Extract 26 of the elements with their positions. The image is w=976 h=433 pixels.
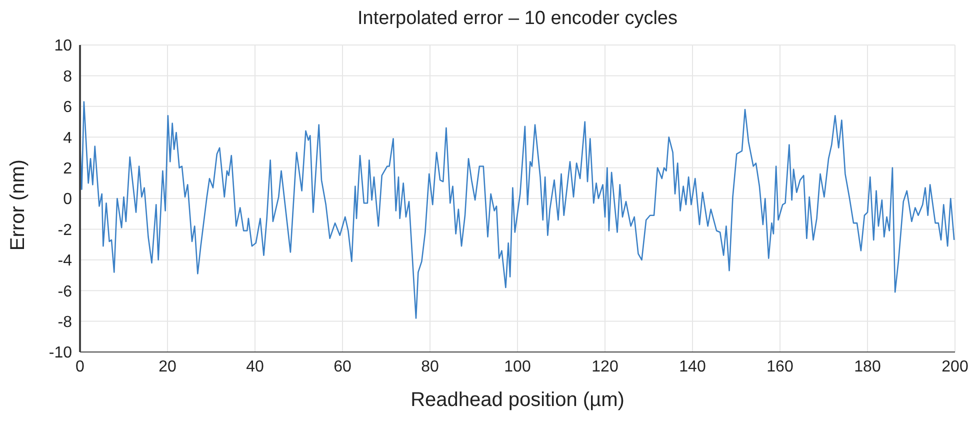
x-tick-label: 140 <box>679 358 706 376</box>
y-tick-label: -4 <box>58 252 72 270</box>
y-tick-label: 8 <box>63 68 72 86</box>
chart-title: Interpolated error – 10 encoder cycles <box>356 8 678 30</box>
y-tick-label: 6 <box>63 99 72 116</box>
x-tick-label: 120 <box>592 358 618 376</box>
y-tick-label: 4 <box>63 130 72 147</box>
x-tick-label: 40 <box>246 358 264 376</box>
x-tick-label: 80 <box>421 358 439 376</box>
y-tick-label: 0 <box>63 191 72 208</box>
y-tick-label: -2 <box>58 222 72 239</box>
y-tick-label: 2 <box>63 160 72 178</box>
x-tick-label: 160 <box>766 358 794 376</box>
y-axis-title: Error (nm) <box>6 158 30 253</box>
x-tick-label: 200 <box>942 358 968 376</box>
x-tick-label: 20 <box>158 358 176 376</box>
x-tick-label: 60 <box>334 358 352 376</box>
x-tick-label: 180 <box>854 358 881 376</box>
x-axis-title: Readhead position (µm) <box>410 388 626 413</box>
y-tick-label: 10 <box>54 38 72 55</box>
y-tick-label: -8 <box>58 314 72 331</box>
y-tick-label: -6 <box>58 283 72 300</box>
line-series <box>80 101 955 319</box>
x-tick-label: 0 <box>76 358 85 376</box>
y-tick-label: -10 <box>48 344 72 362</box>
x-tick-label: 100 <box>504 358 531 376</box>
